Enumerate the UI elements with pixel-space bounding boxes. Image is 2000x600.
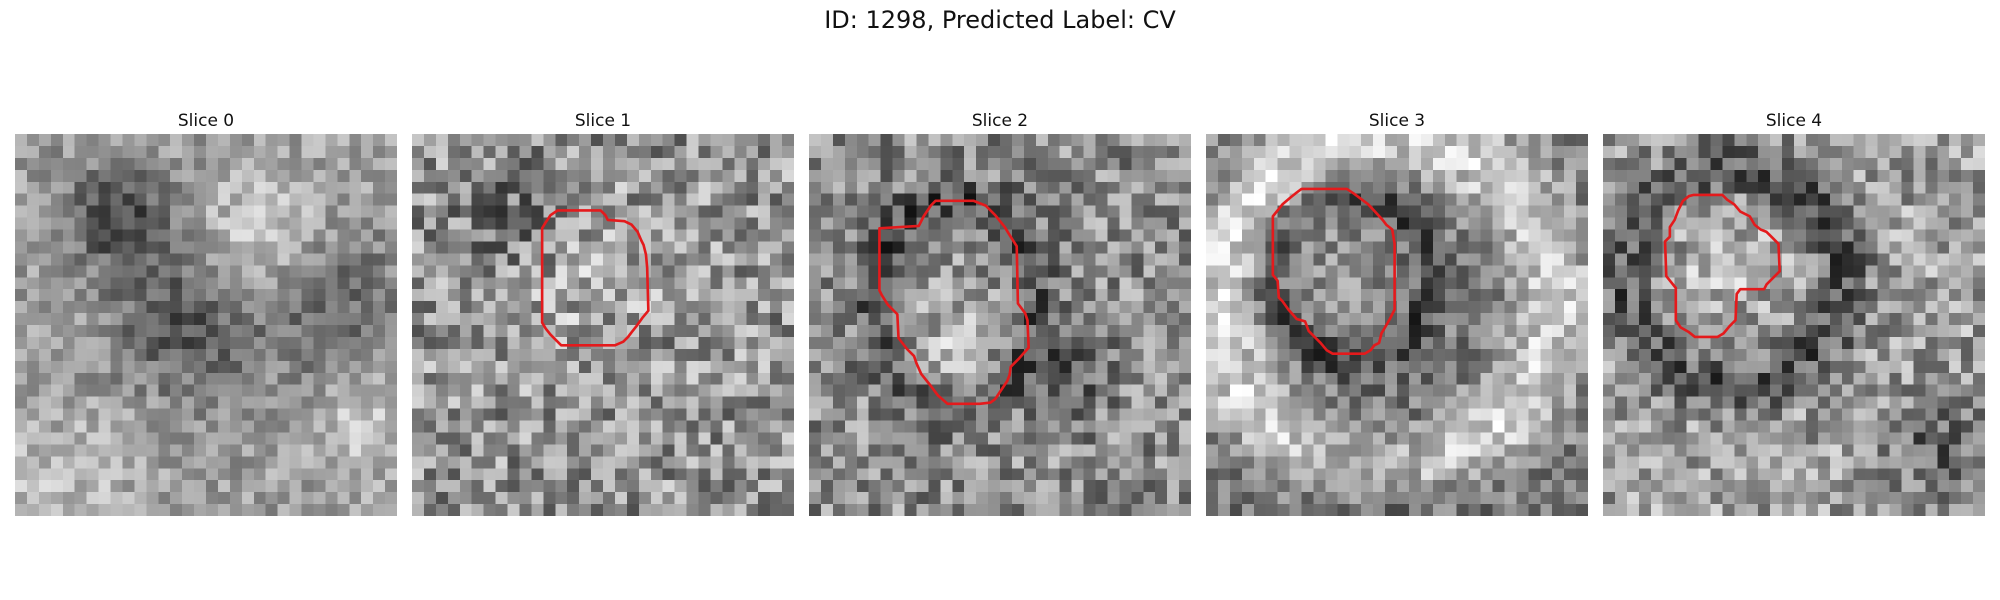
segmentation-contour [879,201,1028,404]
slice-panel-4: Slice 4 [1603,108,1985,516]
slice-title-0: Slice 0 [15,108,397,134]
segmentation-contour [542,210,648,345]
slice-panel-3: Slice 3 [1206,108,1588,516]
slice-panel-0: Slice 0 [15,108,397,516]
slice-overlay-3 [1206,134,1588,516]
slice-overlay-1 [412,134,794,516]
segmentation-contour [1273,189,1395,354]
segmentation-contour [1665,195,1780,337]
slice-panel-2: Slice 2 [809,108,1191,516]
slice-title-4: Slice 4 [1603,108,1985,134]
slice-overlay-0 [15,134,397,516]
slice-overlay-2 [809,134,1191,516]
figure-title: ID: 1298, Predicted Label: CV [0,6,2000,34]
slice-panel-1: Slice 1 [412,108,794,516]
slice-title-1: Slice 1 [412,108,794,134]
slice-overlay-4 [1603,134,1985,516]
slice-title-2: Slice 2 [809,108,1191,134]
slice-title-3: Slice 3 [1206,108,1588,134]
